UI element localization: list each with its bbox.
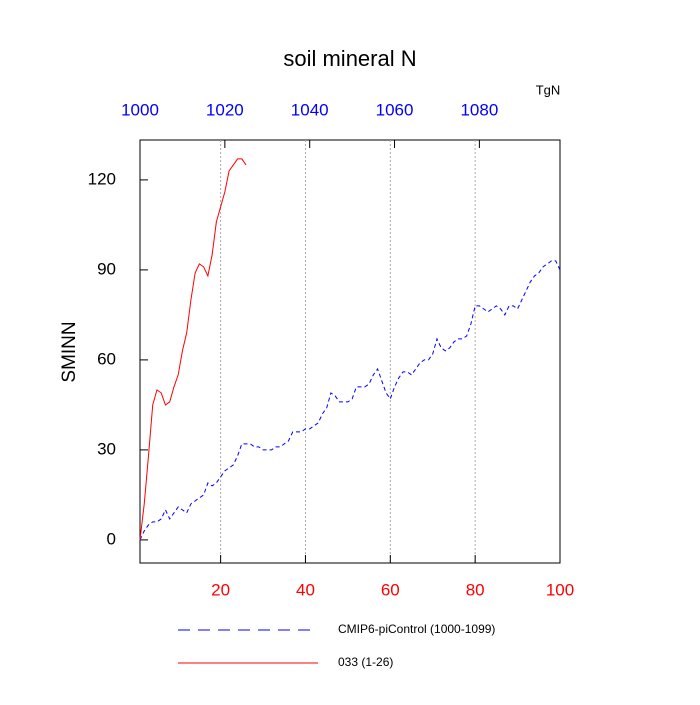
x-tick-label: 80 bbox=[466, 580, 485, 599]
units-label: TgN bbox=[536, 82, 561, 97]
data-line bbox=[139, 260, 561, 541]
chart-title: soil mineral N bbox=[283, 46, 416, 71]
x-tick-label: 40 bbox=[296, 580, 315, 599]
x-tick-label: 60 bbox=[381, 580, 400, 599]
x2-tick-label: 1020 bbox=[206, 100, 244, 119]
x2-tick-label: 1000 bbox=[121, 100, 159, 119]
x-tick-label: 20 bbox=[211, 580, 230, 599]
legend-label: CMIP6-piControl (1000-1099) bbox=[338, 622, 495, 636]
x2-tick-label: 1060 bbox=[376, 100, 414, 119]
y-tick-label: 120 bbox=[88, 169, 116, 188]
plot-frame bbox=[139, 139, 561, 564]
y-tick-label: 30 bbox=[97, 439, 116, 458]
data-line bbox=[139, 158, 247, 540]
y-axis-label: SMINN bbox=[59, 321, 80, 382]
y-tick-label: 60 bbox=[97, 349, 116, 368]
x2-tick-label: 1080 bbox=[460, 100, 498, 119]
y-tick-label: 90 bbox=[97, 259, 116, 278]
y-tick-label: 0 bbox=[107, 529, 116, 548]
legend-label: 033 (1-26) bbox=[338, 655, 393, 669]
x2-tick-label: 1040 bbox=[291, 100, 329, 119]
x-tick-label: 100 bbox=[546, 580, 574, 599]
